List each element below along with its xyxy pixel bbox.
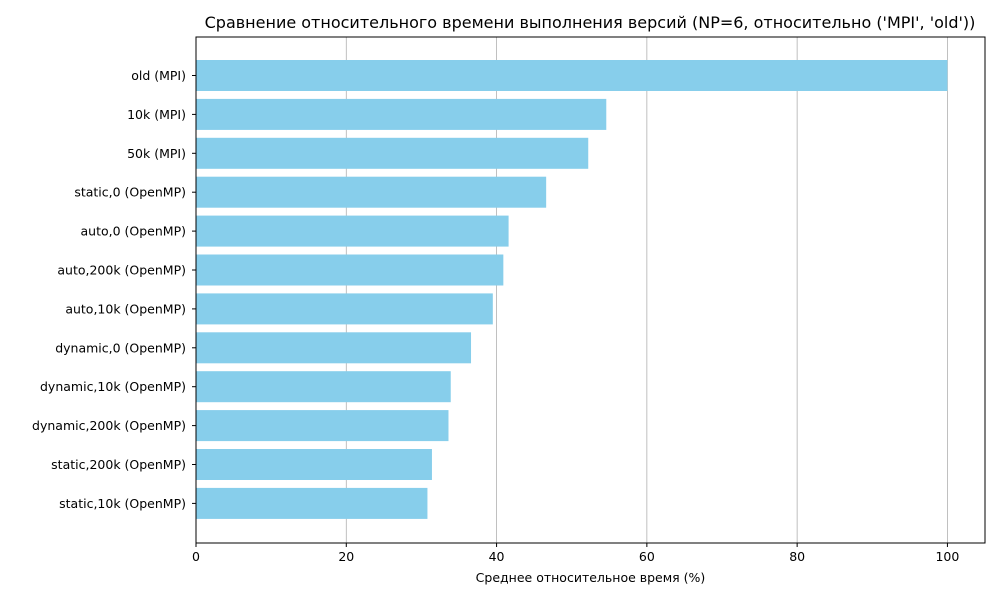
x-tick-label: 100 (935, 549, 959, 564)
bar (196, 98, 607, 130)
x-tick-label: 80 (789, 549, 805, 564)
bar (196, 176, 547, 208)
y-tick-label: auto,200k (OpenMP) (57, 263, 186, 278)
y-tick-label: 50k (MPI) (127, 146, 186, 161)
plot-frame (195, 36, 986, 544)
y-tick-label: dynamic,200k (OpenMP) (32, 418, 186, 433)
bar (196, 487, 428, 519)
bar (196, 215, 509, 247)
bar (196, 137, 589, 169)
y-tick-label: auto,0 (OpenMP) (81, 224, 187, 239)
y-tick-label: auto,10k (OpenMP) (65, 301, 186, 316)
bar (196, 410, 449, 442)
y-tick-label: static,0 (OpenMP) (74, 185, 186, 200)
bar (196, 293, 493, 325)
x-axis-label: Среднее относительное время (%) (476, 570, 706, 585)
x-tick-label: 0 (192, 549, 200, 564)
bar (196, 449, 432, 480)
y-axis-ticks: old (MPI) 10k (MPI) 50k (MPI) static,0 (Ope… (32, 68, 196, 511)
y-tick-label: 10k (MPI) (127, 107, 186, 122)
chart-title: Сравнение относительного времени выполне… (205, 13, 976, 32)
bars (196, 60, 948, 519)
y-tick-label: dynamic,0 (OpenMP) (55, 340, 186, 355)
bar (196, 332, 472, 364)
y-tick-label: dynamic,10k (OpenMP) (40, 379, 186, 394)
y-tick-label: old (MPI) (131, 68, 186, 83)
x-tick-label: 60 (639, 549, 655, 564)
x-tick-label: 20 (338, 549, 354, 564)
bar (196, 371, 451, 403)
x-axis-ticks: 0 20 40 60 80 100 (192, 543, 959, 564)
bar (196, 254, 504, 286)
y-tick-label: static,10k (OpenMP) (59, 496, 186, 511)
y-tick-label: static,200k (OpenMP) (51, 457, 186, 472)
bar (196, 60, 948, 91)
x-tick-label: 40 (489, 549, 505, 564)
